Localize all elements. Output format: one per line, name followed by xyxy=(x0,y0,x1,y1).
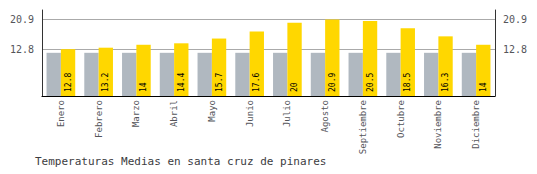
svg-text:20: 20 xyxy=(290,82,299,92)
svg-text:16.3: 16.3 xyxy=(441,73,450,92)
svg-text:Julio: Julio xyxy=(282,100,292,127)
svg-text:20.9: 20.9 xyxy=(328,73,337,92)
svg-text:20.9: 20.9 xyxy=(503,14,527,25)
svg-text:Abril: Abril xyxy=(169,100,179,127)
svg-text:15.7: 15.7 xyxy=(215,73,224,92)
svg-text:Octubre: Octubre xyxy=(396,100,406,138)
svg-text:Enero: Enero xyxy=(56,100,66,127)
svg-text:Diciembre: Diciembre xyxy=(471,100,481,149)
svg-text:14: 14 xyxy=(479,82,488,92)
svg-text:Agosto: Agosto xyxy=(320,100,330,133)
svg-text:Temperaturas Medias en santa c: Temperaturas Medias en santa cruz de pin… xyxy=(35,155,326,168)
svg-text:Marzo: Marzo xyxy=(131,100,141,127)
svg-text:12.8: 12.8 xyxy=(503,44,527,55)
svg-text:12.8: 12.8 xyxy=(10,44,34,55)
svg-text:14.4: 14.4 xyxy=(177,73,186,92)
svg-text:Junio: Junio xyxy=(245,100,255,127)
svg-text:20.5: 20.5 xyxy=(366,73,375,92)
svg-text:17.6: 17.6 xyxy=(252,73,261,92)
svg-text:14: 14 xyxy=(139,82,148,92)
svg-text:Febrero: Febrero xyxy=(94,100,104,138)
svg-text:18.5: 18.5 xyxy=(403,73,412,92)
svg-text:12.8: 12.8 xyxy=(64,73,73,92)
svg-text:13.2: 13.2 xyxy=(101,73,110,92)
svg-text:Mayo: Mayo xyxy=(207,100,217,122)
svg-text:Noviembre: Noviembre xyxy=(433,100,443,149)
svg-text:20.9: 20.9 xyxy=(10,14,34,25)
svg-text:Septiembre: Septiembre xyxy=(358,100,368,154)
